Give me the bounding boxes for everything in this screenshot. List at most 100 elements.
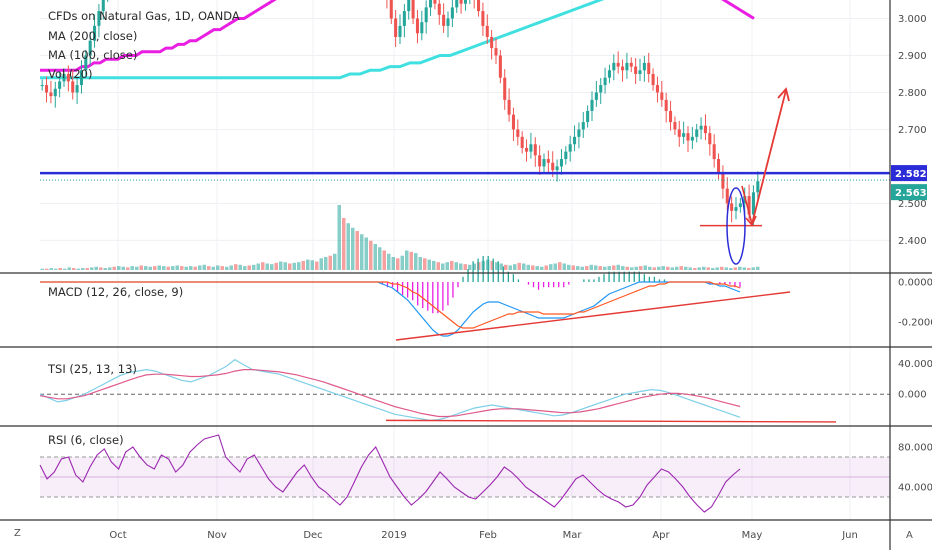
zoom-corner-icon[interactable]: Z [14, 528, 21, 539]
volume-bar [517, 262, 521, 270]
volume-bar [63, 268, 67, 270]
candle-body [446, 18, 450, 26]
tsi-pane: 40.000 0.000 [39, 358, 932, 423]
volume-bar [432, 260, 436, 270]
last-price-tag-bg [891, 184, 927, 201]
volume-bar [103, 268, 107, 270]
legend-rsi[interactable]: RSI (6, close) [48, 433, 124, 447]
candle-body [677, 129, 681, 137]
tsi-pane-tick-0: 40.000 [898, 359, 932, 370]
time-tick-label: Dec [303, 530, 322, 541]
tsi-pane-tick-1: 0.000 [898, 390, 927, 401]
moving-average-lines [40, 0, 755, 80]
volume-bar [184, 266, 188, 270]
candle-body [411, 0, 415, 19]
volume-bar [513, 264, 517, 270]
candle-body [743, 196, 747, 204]
volume-bar [49, 268, 53, 270]
legend-tsi[interactable]: TSI (25, 13, 13) [47, 362, 137, 376]
volume-bar [576, 266, 580, 270]
legend-volume[interactable]: Vol (20) [48, 67, 92, 81]
ma100-line [40, 0, 605, 80]
candle-body [459, 0, 463, 4]
price-axis[interactable]: 3.000 2.900 2.800 2.700 2.500 2.400 2.582 2.563 [891, 14, 927, 247]
candle-body [603, 77, 607, 86]
volume-bar [729, 268, 733, 270]
candle-body [84, 55, 88, 71]
volume-bar [423, 258, 427, 270]
volume-bar [382, 250, 386, 270]
volume-bar [328, 255, 332, 270]
candle-body [542, 159, 546, 167]
macd-signal-line [40, 281, 741, 329]
volume-bar [90, 267, 94, 270]
rsi-pane-tick-0: 80.0000 [898, 443, 932, 454]
volume-bar [535, 266, 539, 270]
time-tick-label: Oct [109, 530, 126, 541]
volume-bar [504, 264, 508, 270]
legend-ma100[interactable]: MA (100, close) [48, 48, 137, 62]
volume-bar [675, 266, 679, 270]
candle-body [669, 110, 673, 123]
volume-bar [720, 266, 724, 270]
volume-bar [738, 266, 742, 270]
rsi-line [39, 434, 741, 513]
volume-bar [373, 244, 377, 270]
volume-bar [351, 227, 355, 270]
volume-bar [508, 265, 512, 270]
candle-body [58, 81, 62, 89]
annotations [40, 87, 890, 265]
price-tick-label: 2.500 [898, 199, 927, 210]
candle-body [551, 162, 555, 171]
candle-body [494, 48, 498, 56]
volume-bar [648, 266, 652, 270]
last-price-tag: 2.563 [895, 188, 927, 199]
volume-bar [756, 266, 760, 270]
volume-bar [531, 265, 535, 270]
time-tick-label: May [742, 530, 763, 541]
candle-body [559, 159, 563, 167]
candle-body [607, 70, 611, 78]
candle-body [712, 144, 716, 160]
volume-bar [652, 267, 656, 270]
volume-bar [607, 266, 611, 270]
candle-body [629, 62, 633, 67]
volume-bar [256, 263, 260, 270]
candle-body [398, 25, 402, 37]
candle-body [97, 11, 101, 26]
candle-body [442, 14, 446, 26]
rsi-pane-tick-1: 40.0000 [898, 483, 932, 494]
volume-bar [198, 265, 202, 270]
candle-body [651, 73, 655, 86]
volume-bar [166, 266, 170, 270]
volume-bar [126, 267, 130, 270]
volume-bar [544, 265, 548, 270]
candle-body [625, 62, 629, 71]
candle-body [686, 133, 690, 141]
candle-body [101, 0, 105, 12]
volume-bar [99, 267, 103, 270]
candle-body [690, 136, 694, 141]
price-tick-label: 2.900 [898, 51, 927, 62]
volume-bar [319, 258, 323, 270]
volume-bar [643, 265, 647, 270]
legend-macd[interactable]: MACD (12, 26, close, 9) [48, 285, 183, 299]
volume-bar [468, 264, 472, 270]
volume-bar [180, 266, 184, 270]
time-axis[interactable]: Oct Nov Dec 2019 Feb Mar Apr May Jun [109, 530, 857, 541]
candle-body [642, 62, 646, 71]
candle-body [450, 7, 454, 19]
volume-bar [216, 265, 220, 270]
volume-bar [585, 266, 589, 270]
volume-bar [108, 267, 112, 270]
volume-bar [117, 266, 121, 270]
legend-ma200[interactable]: MA (200, close) [48, 29, 137, 43]
time-tick-label: 2019 [381, 530, 406, 541]
candle-body [66, 73, 70, 82]
auto-scale-corner-icon[interactable]: A [906, 530, 913, 541]
volume-bar [679, 266, 683, 270]
volume-bar [274, 262, 278, 270]
volume-bar [427, 259, 431, 270]
candle-body [621, 66, 625, 71]
candle-body [477, 0, 481, 12]
